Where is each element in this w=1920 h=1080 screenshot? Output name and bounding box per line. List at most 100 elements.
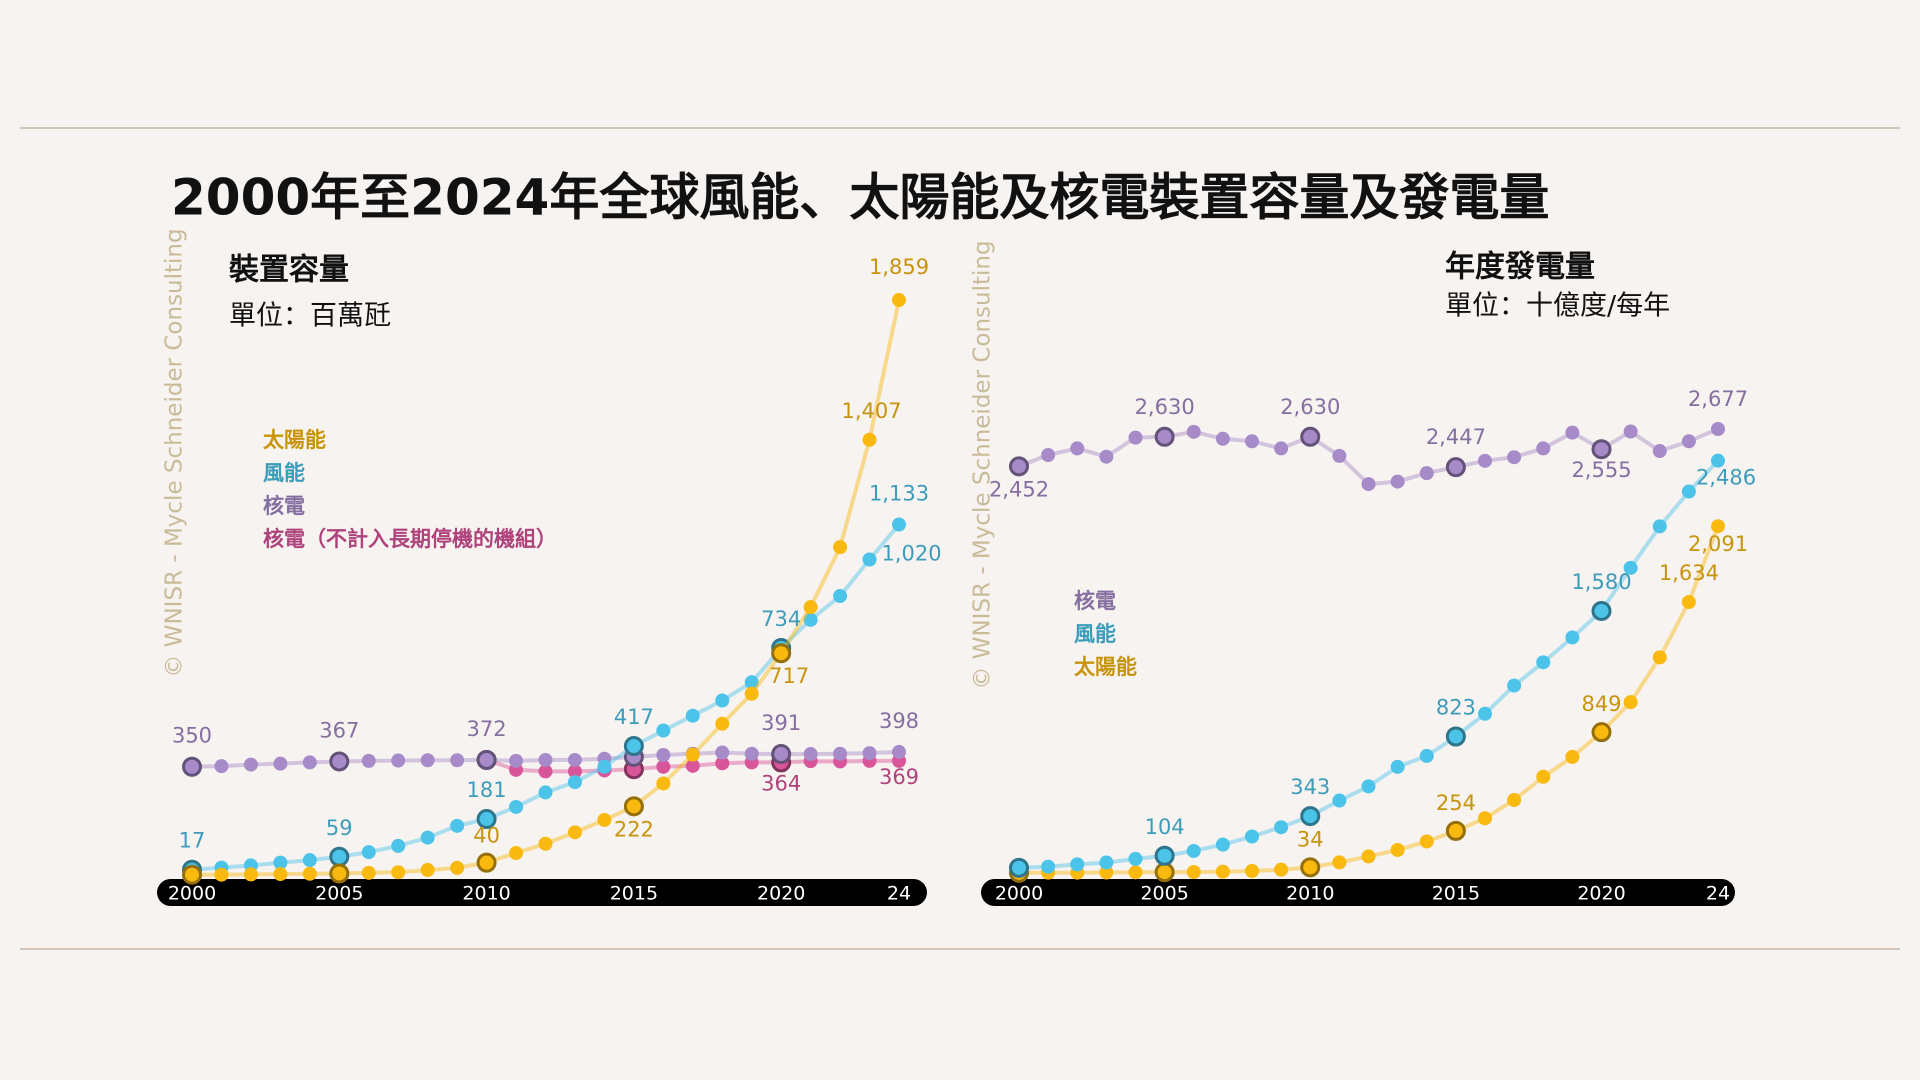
data-point xyxy=(803,747,818,762)
data-label: 104 xyxy=(1145,815,1185,839)
data-point xyxy=(450,818,465,833)
data-point xyxy=(1009,456,1029,477)
x-tick-label: 2015 xyxy=(1432,883,1480,905)
data-label: 59 xyxy=(326,816,353,840)
data-point xyxy=(1154,862,1175,883)
data-point xyxy=(1300,806,1321,827)
data-point xyxy=(685,747,700,762)
watermark: © WNISR - Mycle Schneider Consulting xyxy=(970,240,996,689)
series-line xyxy=(191,523,901,872)
data-point xyxy=(1565,630,1580,645)
data-point xyxy=(1128,865,1143,880)
data-label: 1,133 xyxy=(869,482,929,506)
data-point xyxy=(1361,779,1376,794)
data-point xyxy=(509,753,524,768)
data-point xyxy=(1390,842,1405,857)
data-point xyxy=(182,756,202,777)
data-point xyxy=(685,758,700,773)
legend-entry: 太陽能 xyxy=(1074,655,1137,679)
data-point xyxy=(1128,851,1143,866)
data-point xyxy=(1186,424,1201,439)
data-label: 1,634 xyxy=(1659,561,1719,585)
data-point xyxy=(1154,845,1175,866)
chart-title: 裝置容量 xyxy=(229,253,349,288)
x-axis-bar xyxy=(981,879,1735,906)
data-point xyxy=(1507,793,1522,808)
x-tick-label: 2015 xyxy=(610,883,658,905)
data-point xyxy=(273,855,288,870)
data-label: 367 xyxy=(319,718,359,742)
data-point xyxy=(656,776,671,791)
data-point xyxy=(656,747,671,762)
data-point xyxy=(538,836,553,851)
data-point xyxy=(329,846,350,867)
data-point xyxy=(509,799,524,814)
data-label: 343 xyxy=(1290,775,1330,799)
data-point xyxy=(1245,434,1259,449)
data-point xyxy=(1245,864,1259,879)
page-title: 2000年至2024年全球風能、太陽能及核電裝置容量及發電量 xyxy=(171,169,1549,227)
x-tick-label: 2000 xyxy=(995,883,1043,905)
data-point xyxy=(420,830,435,845)
data-point xyxy=(361,865,376,880)
data-point xyxy=(1565,425,1580,440)
data-point xyxy=(1652,519,1667,534)
watermark: © WNISR - Mycle Schneider Consulting xyxy=(162,228,188,677)
data-label: 364 xyxy=(761,771,801,795)
data-point xyxy=(567,775,582,790)
data-point xyxy=(1623,560,1638,575)
data-point xyxy=(862,746,877,761)
data-label: 2,486 xyxy=(1696,466,1756,490)
data-point xyxy=(1591,600,1612,621)
data-point xyxy=(329,751,350,772)
data-point xyxy=(538,752,553,767)
x-tick-label: 2020 xyxy=(757,883,805,905)
data-point xyxy=(1711,453,1725,468)
x-tick-label: 2010 xyxy=(1286,883,1334,905)
data-point xyxy=(833,589,848,604)
data-point xyxy=(329,863,350,884)
data-point xyxy=(1390,474,1405,489)
data-label: 1,859 xyxy=(869,255,929,279)
data-point xyxy=(1623,424,1638,439)
data-point xyxy=(476,749,497,770)
data-point xyxy=(744,686,759,701)
data-point xyxy=(771,643,792,664)
data-label: 391 xyxy=(761,711,801,735)
data-point xyxy=(450,860,465,875)
data-point xyxy=(1070,857,1085,872)
data-label: 717 xyxy=(769,664,809,688)
data-point xyxy=(771,744,792,765)
data-point xyxy=(623,736,644,757)
legend-entry: 風能 xyxy=(1074,622,1116,646)
x-tick-label: 24 xyxy=(887,883,911,905)
data-point xyxy=(1361,477,1376,492)
chart-title: 年度發電量 xyxy=(1445,250,1595,285)
data-point xyxy=(803,612,818,627)
data-point xyxy=(1245,829,1259,844)
data-point xyxy=(1128,430,1143,445)
data-label: 2,677 xyxy=(1688,387,1748,411)
data-point xyxy=(1186,865,1201,880)
data-label: 181 xyxy=(467,778,507,802)
data-point xyxy=(361,753,376,768)
data-point xyxy=(1652,444,1667,459)
data-point xyxy=(892,517,906,532)
data-point xyxy=(302,853,317,868)
chart-subtitle: 單位：十億度/每年 xyxy=(1445,291,1670,322)
data-point xyxy=(420,753,435,768)
data-point xyxy=(1070,441,1085,456)
data-point xyxy=(1154,426,1175,447)
data-point xyxy=(1419,748,1434,763)
data-point xyxy=(243,757,258,772)
data-point xyxy=(1419,466,1434,481)
data-point xyxy=(476,852,497,873)
data-point xyxy=(1215,431,1230,446)
data-point xyxy=(715,716,730,731)
data-label: 2,555 xyxy=(1571,458,1631,482)
data-point xyxy=(597,812,612,827)
data-label: 417 xyxy=(614,705,654,729)
data-point xyxy=(1009,857,1029,878)
data-point xyxy=(214,867,229,882)
data-point xyxy=(892,293,906,307)
